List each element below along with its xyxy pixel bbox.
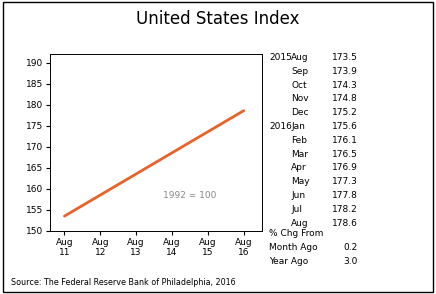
Text: 175.2: 175.2 [332,108,358,117]
Text: 178.6: 178.6 [332,219,358,228]
Text: Apr: Apr [291,163,307,173]
Text: Sep: Sep [291,67,308,76]
Text: United States Index: United States Index [136,10,300,28]
Text: 1992 = 100: 1992 = 100 [163,191,217,200]
Text: May: May [291,177,310,186]
Text: 177.3: 177.3 [332,177,358,186]
Text: 175.6: 175.6 [332,122,358,131]
Text: Mar: Mar [291,150,308,159]
Text: Month Ago: Month Ago [269,243,318,252]
Text: Feb: Feb [291,136,307,145]
Text: 173.9: 173.9 [332,67,358,76]
Text: Jun: Jun [291,191,305,200]
Text: 176.9: 176.9 [332,163,358,173]
Text: 176.1: 176.1 [332,136,358,145]
Text: 2015: 2015 [269,53,292,62]
Text: Nov: Nov [291,94,309,103]
Text: Source: The Federal Reserve Bank of Philadelphia, 2016: Source: The Federal Reserve Bank of Phil… [11,278,235,287]
Text: 176.5: 176.5 [332,150,358,159]
Text: Dec: Dec [291,108,309,117]
Text: 3.0: 3.0 [343,257,358,266]
Text: Oct: Oct [291,81,307,90]
Text: % Chg From: % Chg From [269,229,324,238]
Text: Jul: Jul [291,205,302,214]
Text: 178.2: 178.2 [332,205,358,214]
Text: 173.5: 173.5 [332,53,358,62]
Text: 0.2: 0.2 [343,243,358,252]
Text: Aug: Aug [291,219,309,228]
Text: Aug: Aug [291,53,309,62]
Text: 174.8: 174.8 [332,94,358,103]
Text: Year Ago: Year Ago [269,257,308,266]
Text: 177.8: 177.8 [332,191,358,200]
Text: Jan: Jan [291,122,305,131]
Text: 174.3: 174.3 [332,81,358,90]
Text: 2016: 2016 [269,122,292,131]
